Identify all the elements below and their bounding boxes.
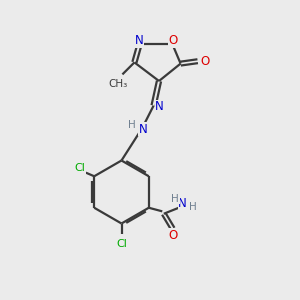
Text: O: O — [169, 229, 178, 242]
Text: Cl: Cl — [116, 238, 127, 249]
Text: N: N — [135, 34, 144, 47]
Text: Cl: Cl — [75, 164, 86, 173]
Text: N: N — [155, 100, 164, 113]
Text: O: O — [201, 55, 210, 68]
Text: N: N — [178, 197, 187, 210]
Text: H: H — [189, 202, 197, 212]
Text: H: H — [171, 194, 179, 204]
Text: O: O — [168, 34, 177, 47]
Text: CH₃: CH₃ — [108, 79, 128, 89]
Text: N: N — [139, 123, 148, 136]
Text: H: H — [128, 120, 136, 130]
